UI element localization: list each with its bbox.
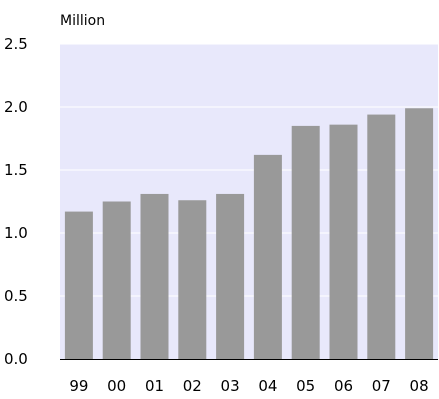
plot-area: 0.0 0.5 1.0 1.5 2.0 2.5 99 00 01 02 03 04 05 06 07 08 [4, 35, 438, 395]
bar-06 [329, 124, 358, 359]
bar-00 [102, 201, 131, 359]
y-unit-label: Million [60, 13, 105, 29]
y-tick-label: 0.5 [4, 287, 28, 305]
y-tick-label: 1.5 [4, 161, 28, 179]
x-tick-label: 03 [221, 377, 240, 395]
bar-01 [140, 193, 169, 359]
bar-02 [178, 200, 207, 359]
x-tick-label: 07 [372, 377, 391, 395]
x-tick-label: 06 [334, 377, 353, 395]
bar-04 [253, 154, 282, 359]
bar-05 [291, 125, 320, 360]
x-tick-label: 00 [107, 377, 126, 395]
bar-07 [367, 114, 396, 359]
y-tick-label: 2.0 [4, 98, 28, 116]
x-tick-label: 99 [69, 377, 88, 395]
bar-99 [64, 211, 93, 359]
x-tick-label: 01 [145, 377, 164, 395]
bar-08 [405, 108, 434, 359]
x-tick-label: 02 [183, 377, 202, 395]
y-tick-label: 2.5 [4, 35, 28, 53]
x-tick-label: 04 [258, 377, 277, 395]
x-tick-label: 08 [410, 377, 429, 395]
bar-03 [216, 193, 245, 359]
y-tick-label: 1.0 [4, 224, 28, 242]
y-tick-label: 0.0 [4, 350, 28, 368]
x-tick-label: 05 [296, 377, 315, 395]
